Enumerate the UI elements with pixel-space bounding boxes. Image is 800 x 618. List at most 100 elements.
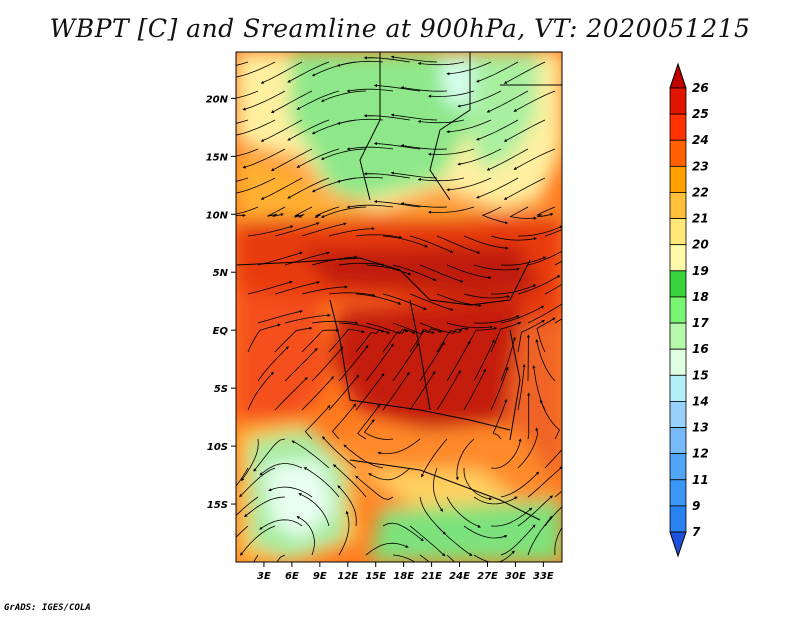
streamline <box>336 176 384 183</box>
grads-credit: GrADS: IGES/COLA <box>4 603 91 613</box>
streamline <box>473 496 518 505</box>
streamline <box>294 206 313 218</box>
streamline <box>382 293 427 310</box>
streamline <box>284 347 318 382</box>
streamline <box>355 329 391 353</box>
colorbar-label: 18 <box>692 290 709 304</box>
streamline <box>247 225 294 237</box>
streamline <box>301 376 334 411</box>
x-tick-label: 21E <box>421 571 442 582</box>
streamline <box>544 283 562 295</box>
y-tick-label: 5N <box>213 268 229 279</box>
streamline <box>259 463 303 476</box>
colorbar-over-triangle <box>669 62 687 89</box>
streamline <box>257 309 303 324</box>
y-tick-label: 10S <box>207 442 228 453</box>
streamline <box>274 222 320 237</box>
streamline <box>428 148 475 156</box>
streamline <box>365 322 409 335</box>
streamline <box>298 493 330 527</box>
streamline <box>328 374 360 411</box>
streamline <box>314 206 340 218</box>
streamline <box>428 206 475 214</box>
streamline <box>296 90 340 110</box>
colorbar-swatch <box>669 348 687 376</box>
streamline <box>336 118 384 125</box>
x-axis: 3E 6E 9E 12E 15E 18E 21E 24E 27E 30E 33E <box>257 562 554 582</box>
streamline <box>322 436 357 469</box>
colorbar-swatch <box>669 270 687 298</box>
colorbar-swatch <box>669 244 687 272</box>
streamline <box>490 235 538 241</box>
streamline <box>492 398 508 440</box>
streamline <box>270 90 313 113</box>
streamline <box>357 404 381 440</box>
streamline <box>544 229 562 237</box>
streamline <box>328 328 365 353</box>
streamline <box>536 317 556 353</box>
streamline <box>236 496 259 516</box>
streamline <box>490 366 509 411</box>
field-region-kalahari-south <box>370 500 562 562</box>
x-tick-label: 6E <box>285 571 299 582</box>
streamline <box>527 466 562 498</box>
colorbar-swatch <box>669 453 687 481</box>
streamline <box>287 61 330 83</box>
country-borders <box>236 52 562 521</box>
streamline <box>242 148 286 169</box>
streamline <box>331 403 357 440</box>
streamline <box>304 404 331 440</box>
streamline <box>276 554 286 562</box>
streamline <box>343 444 384 469</box>
streamline <box>390 113 438 121</box>
streamline <box>363 172 411 179</box>
streamline <box>274 326 313 353</box>
streamline <box>236 148 259 157</box>
streamline <box>500 305 545 324</box>
streamline <box>409 370 436 411</box>
streamline <box>236 119 249 124</box>
streamline <box>517 320 546 353</box>
streamlines <box>236 55 562 562</box>
streamline <box>257 346 289 382</box>
streamline <box>260 61 303 84</box>
streamline <box>247 371 274 411</box>
streamline <box>436 370 461 411</box>
streamline <box>247 280 293 295</box>
streamline <box>373 84 421 92</box>
x-tick-label: 15E <box>365 571 386 582</box>
streamline <box>517 275 561 295</box>
streamline <box>242 90 286 111</box>
streamline <box>268 486 313 498</box>
colorbar-swatch <box>669 401 687 428</box>
border-line-2 <box>329 299 511 431</box>
streamline <box>463 235 509 250</box>
streamline <box>382 235 429 248</box>
streamline <box>503 177 546 200</box>
streamline <box>446 554 456 562</box>
field-region-sahara-north <box>290 52 480 200</box>
streamline <box>500 256 547 266</box>
streamline <box>481 206 509 225</box>
colorbar-swatch <box>669 113 687 141</box>
streamline <box>355 234 403 239</box>
colorbar-swatch <box>669 165 687 193</box>
colorbar-label: 19 <box>692 264 709 278</box>
streamline <box>409 328 443 353</box>
streamline <box>239 467 276 498</box>
colorbar-swatch <box>669 322 687 350</box>
streamline <box>368 467 411 481</box>
streamline <box>527 392 531 440</box>
colorbar-label: 23 <box>692 159 709 173</box>
streamline <box>476 177 519 199</box>
streamline <box>241 438 259 482</box>
colorbar-label: 9 <box>692 499 700 513</box>
colorbar-label: 24 <box>692 133 709 147</box>
colorbar-swatch <box>669 427 687 455</box>
streamline <box>419 264 464 283</box>
streamline <box>421 438 448 478</box>
streamline <box>457 90 502 108</box>
colorbar-swatch <box>669 139 687 167</box>
streamline <box>320 148 367 160</box>
